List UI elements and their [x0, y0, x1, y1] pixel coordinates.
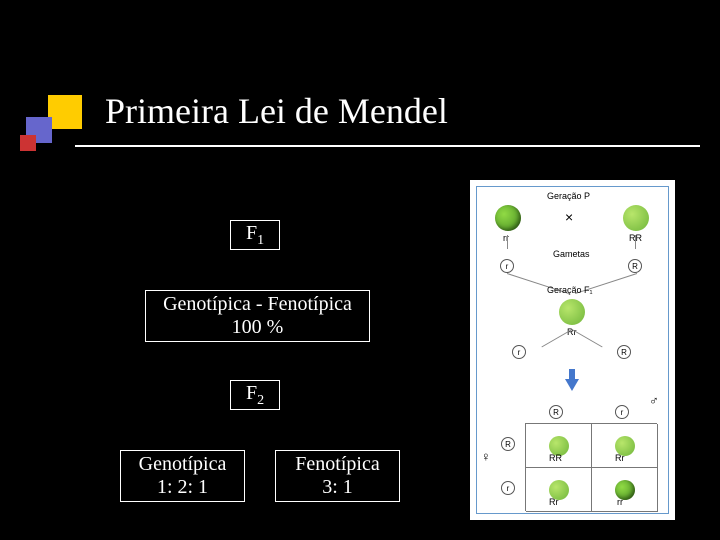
punnett-geno-rr: rr — [617, 497, 623, 507]
label-geracao-p: Geração P — [547, 191, 590, 201]
punnett-geno-Rr2: Rr — [549, 497, 559, 507]
punnett-left-r: r — [501, 481, 515, 495]
feno-line2: 3: 1 — [322, 476, 353, 499]
punnett-left-R: R — [501, 437, 515, 451]
label-p-rr: rr — [503, 233, 509, 243]
box-genotipica: Genotípica 1: 2: 1 — [120, 450, 245, 502]
box-fenotipica: Fenotípica 3: 1 — [275, 450, 400, 502]
geno-line2: 1: 2: 1 — [157, 476, 208, 499]
box-f2: F2 — [230, 380, 280, 410]
f1-ratio-line1: Genotípica - Fenotípica — [163, 293, 352, 316]
gamete-f1-R: R — [617, 345, 631, 359]
arrow-to-punnett — [565, 379, 579, 391]
punnett-cell-Rr-2 — [526, 468, 592, 512]
f2-label: F2 — [246, 382, 264, 409]
gamete-R-right: R — [628, 259, 642, 273]
f1-ratio-line2: 100 % — [232, 316, 284, 339]
title-underline — [75, 145, 700, 147]
female-symbol: ♀ — [481, 449, 491, 464]
box-f1-ratio: Genotípica - Fenotípica 100 % — [145, 290, 370, 342]
slide-title: Primeira Lei de Mendel — [105, 90, 448, 132]
decor-square-red — [20, 135, 36, 151]
punnett-top-R: R — [549, 405, 563, 419]
f1-label: F1 — [246, 222, 264, 249]
pea-p-smooth — [623, 205, 649, 231]
box-f1: F1 — [230, 220, 280, 250]
gamete-f1-r: r — [512, 345, 526, 359]
decor-square-yellow — [48, 95, 82, 129]
male-symbol: ♂ — [649, 393, 659, 408]
label-gametas: Gametas — [553, 249, 590, 259]
gamete-r-left: r — [500, 259, 514, 273]
punnett-cell-Rr-1 — [592, 424, 658, 468]
pea-f1 — [559, 299, 585, 325]
diagram-inner: Geração P rr × RR Gametas r R Geração F₁… — [476, 186, 669, 514]
punnett-geno-RR: RR — [549, 453, 562, 463]
punnett-square — [525, 423, 657, 511]
punnett-cell-rr — [592, 468, 658, 512]
geno-line1: Genotípica — [139, 453, 227, 476]
mendel-diagram-panel: Geração P rr × RR Gametas r R Geração F₁… — [470, 180, 675, 520]
feno-line1: Fenotípica — [295, 453, 379, 476]
punnett-top-r: r — [615, 405, 629, 419]
label-geracao-f1: Geração F₁ — [547, 285, 593, 295]
punnett-geno-Rr1: Rr — [615, 453, 625, 463]
cross-symbol: × — [565, 209, 573, 225]
pea-p-wrinkled — [495, 205, 521, 231]
